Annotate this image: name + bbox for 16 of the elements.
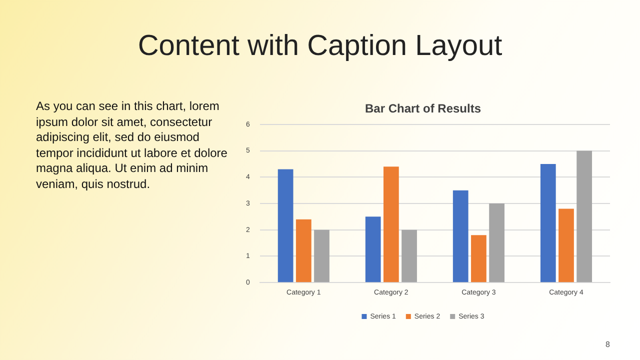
bar xyxy=(278,169,294,282)
bar xyxy=(452,190,468,282)
bar xyxy=(489,204,504,282)
bar xyxy=(296,219,312,282)
bar xyxy=(402,230,417,282)
bar xyxy=(383,166,399,282)
bar xyxy=(558,208,574,282)
text: Content with Caption Layout xyxy=(136,30,504,63)
chart-title: Bar Chart of Results xyxy=(364,102,482,116)
bar xyxy=(540,164,556,282)
bar xyxy=(314,230,330,282)
text: 8 xyxy=(604,340,610,349)
bar xyxy=(365,216,381,282)
text: As you can see in this chart, lorem ipsum dolor sit amet, consectetur adipiscing elit, sed do eiusmod tempor incididunt ut labore et dolore magna aliqua. Ut enim ad minim veniam, quis nostrud. xyxy=(36,99,228,192)
bar xyxy=(471,235,486,282)
bar xyxy=(576,150,592,282)
